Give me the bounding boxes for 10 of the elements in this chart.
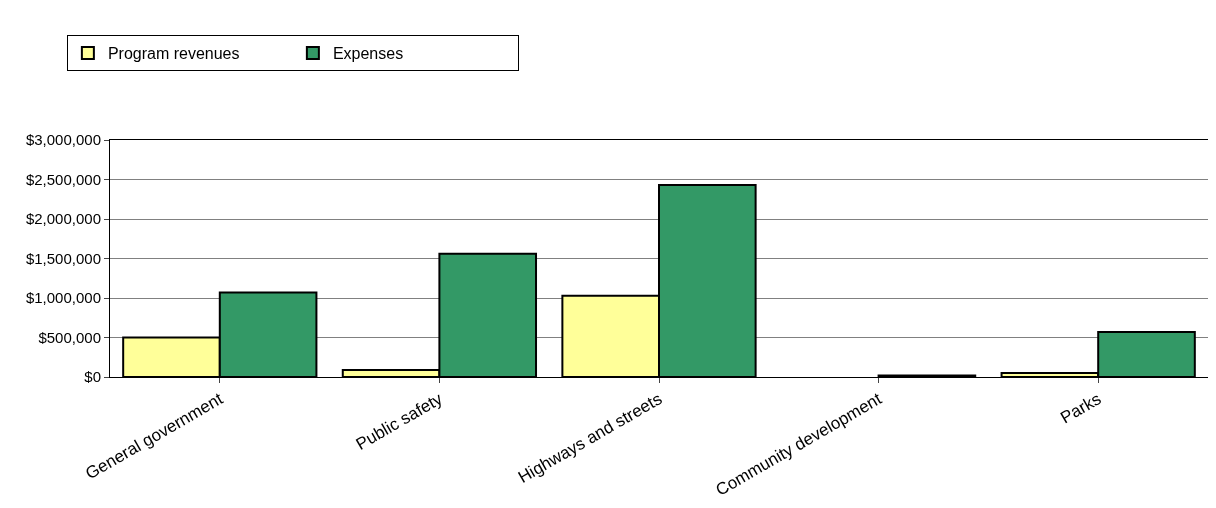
legend-label: Expenses xyxy=(332,45,404,63)
y-tick-label: $2,500,000 xyxy=(25,170,101,188)
y-tick-label: $3,000,000 xyxy=(25,131,101,149)
y-tick-label: $2,000,000 xyxy=(25,210,101,228)
y-tick-label: $1,000,000 xyxy=(25,289,101,307)
x-tick-label: Parks xyxy=(1057,389,1105,428)
y-tick-label: $1,500,000 xyxy=(25,249,101,267)
y-tick-label: $500,000 xyxy=(38,328,101,346)
legend-label: Program revenues xyxy=(107,45,240,63)
y-tick-label: $0 xyxy=(84,368,101,386)
